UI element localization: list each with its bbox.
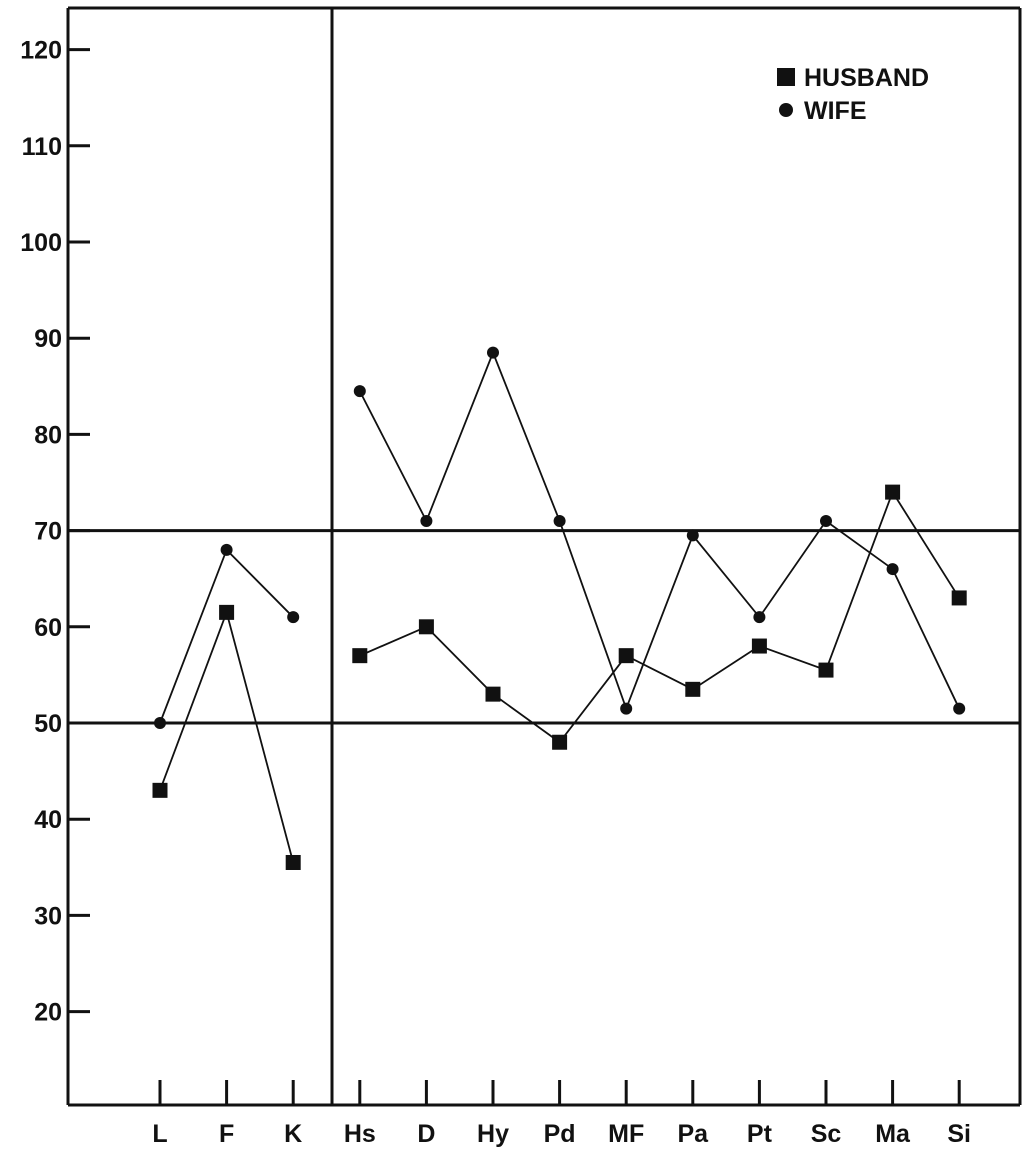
y-tick-label: 120: [20, 37, 62, 65]
x-tick-label: Si: [947, 1120, 971, 1148]
y-tick-label: 100: [20, 229, 62, 257]
y-tick-label: 60: [34, 614, 62, 642]
x-tick-label: MF: [608, 1120, 644, 1148]
point-wife: [487, 346, 499, 359]
point-wife: [353, 385, 366, 398]
point-husband: [418, 619, 434, 635]
x-tick-label: D: [417, 1120, 435, 1148]
point-husband: [818, 662, 834, 678]
point-husband: [618, 648, 634, 664]
series-wife: [154, 346, 966, 729]
x-tick-label: Pt: [747, 1120, 773, 1148]
series-husband: [152, 484, 967, 870]
series-line-wife-clinical: [358, 350, 961, 712]
y-tick-label: 40: [34, 806, 62, 834]
point-husband: [352, 648, 368, 664]
point-husband: [152, 782, 168, 798]
reference-lines: [68, 529, 1020, 725]
y-tick-label: 20: [34, 999, 62, 1027]
point-husband: [219, 604, 235, 620]
x-tick-label: Hs: [344, 1120, 376, 1148]
x-tick-label: Hy: [477, 1120, 509, 1148]
point-husband: [751, 638, 767, 654]
point-wife: [820, 514, 832, 527]
legend: HUSBAND WIFE: [777, 64, 929, 125]
point-wife: [553, 514, 566, 527]
y-tick-label: 110: [22, 133, 62, 161]
x-tick-label: Pa: [678, 1120, 710, 1148]
x-tick-label: K: [284, 1120, 302, 1148]
point-husband: [485, 686, 501, 702]
legend-marker-husband: [777, 68, 795, 86]
x-tick-label: Pd: [544, 1120, 576, 1148]
series-group: [152, 346, 967, 870]
series-line-husband-validity: [159, 609, 295, 863]
point-wife: [154, 717, 166, 729]
x-tick-label: F: [219, 1120, 234, 1148]
x-tick-label: Ma: [875, 1120, 911, 1148]
point-wife: [753, 611, 766, 624]
plot-frame: [66, 6, 1022, 1107]
point-wife: [287, 611, 300, 624]
point-husband: [285, 854, 301, 870]
y-tick-label: 80: [34, 421, 62, 449]
legend-label-husband: HUSBAND: [804, 64, 929, 92]
point-wife: [420, 514, 433, 527]
point-wife: [620, 702, 633, 715]
series-line-husband-clinical: [359, 490, 960, 744]
point-husband: [885, 484, 901, 500]
point-wife: [686, 529, 699, 542]
point-husband: [685, 681, 701, 697]
x-tick-label: L: [152, 1120, 167, 1148]
legend-marker-wife: [779, 103, 793, 117]
y-tick-label: 50: [34, 710, 62, 738]
legend-label-wife: WIFE: [804, 97, 867, 125]
y-tick-label: 30: [34, 902, 62, 930]
point-wife: [220, 543, 233, 556]
x-tick-label: Sc: [811, 1120, 842, 1148]
y-axis: 20 30 40 50 60 70 80 90 100 110 120: [20, 37, 90, 1027]
point-wife: [886, 563, 899, 576]
y-tick-label: 90: [34, 325, 62, 353]
point-husband: [951, 590, 967, 606]
series-line-wife-validity: [159, 548, 294, 724]
x-axis: L F K Hs D Hy Pd MF Pa Pt Sc Ma Si: [152, 1080, 971, 1148]
point-husband: [552, 734, 568, 750]
y-tick-label: 70: [34, 518, 62, 546]
point-wife: [953, 702, 966, 715]
